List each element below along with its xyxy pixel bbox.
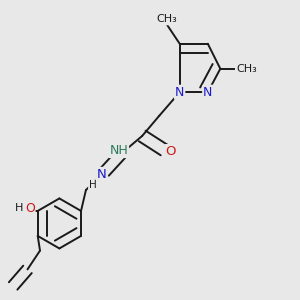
Text: O: O — [25, 202, 34, 215]
Text: O: O — [166, 145, 176, 158]
Text: N: N — [175, 86, 184, 99]
Text: N: N — [97, 168, 106, 181]
Text: H: H — [89, 180, 97, 190]
Text: NH: NH — [110, 144, 128, 157]
Text: CH₃: CH₃ — [157, 14, 178, 24]
Text: N: N — [203, 86, 212, 99]
Text: CH₃: CH₃ — [236, 64, 256, 74]
Text: H: H — [15, 203, 24, 213]
